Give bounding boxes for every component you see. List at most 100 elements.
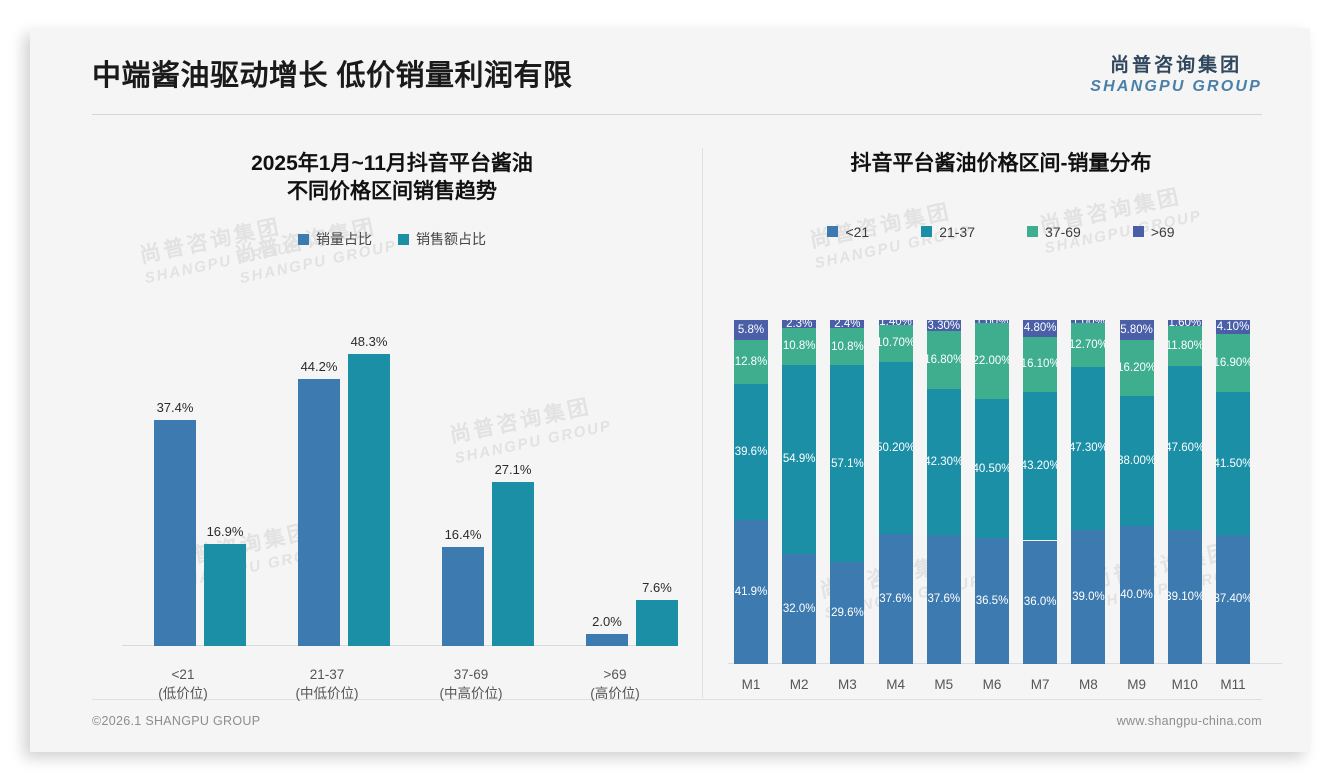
bar-销售额占比[interactable]: 48.3% [348, 334, 390, 646]
x-axis-category-label: >69 (高价位) [552, 665, 678, 704]
stacked-segment-21-37[interactable]: 47.30% [1071, 367, 1106, 530]
bar-value-label: 44.2% [300, 359, 338, 375]
bar-销量占比[interactable]: 44.2% [298, 359, 340, 646]
stacked-segment-<21[interactable]: 37.6% [878, 534, 913, 664]
stacked-segment->69[interactable]: 2.4% [830, 320, 865, 329]
stacked-segment->69[interactable]: 1.00% [975, 320, 1009, 324]
stacked-bar-column[interactable]: 4.10% 16.90% 41.50% 37.40% [1216, 320, 1250, 664]
stacked-segment-37-69[interactable]: 22.00% [975, 323, 1009, 400]
stacked-segment->69[interactable]: 2.3% [782, 320, 817, 328]
panel-divider [702, 148, 703, 698]
stacked-segment-37-69[interactable]: 12.8% [734, 339, 768, 384]
stacked-segment-21-37[interactable]: 57.1% [830, 365, 865, 562]
stacked-segment-<21[interactable]: 37.40% [1216, 535, 1250, 664]
segment-value-label: 37.40% [1216, 593, 1250, 606]
segment-value-label: 3.30% [927, 320, 961, 332]
grouped-bar-chart: 37.4% 16.9% 44.2% 48.3% 16.4% 27.1% 2.0% 7.6% <… [102, 314, 682, 704]
stacked-segment-37-69[interactable]: 16.80% [926, 331, 961, 390]
legend-item->69[interactable]: >69 [1132, 224, 1175, 240]
bar-销量占比[interactable]: 2.0% [586, 614, 628, 646]
stacked-bar-column[interactable]: 5.8% 12.8% 39.6% 41.9% [734, 320, 768, 665]
stacked-segment-37-69[interactable]: 16.10% [1023, 336, 1058, 392]
stacked-segment-37-69[interactable]: 10.8% [830, 328, 865, 366]
stacked-segment->69[interactable]: 5.80% [1119, 320, 1154, 340]
legend-item-sales-value[interactable]: 销售额占比 [398, 229, 486, 249]
legend-swatch-icon [298, 233, 309, 245]
stacked-segment-21-37[interactable]: 41.50% [1216, 392, 1250, 535]
header-divider [92, 114, 1262, 115]
stacked-segment-<21[interactable]: 36.5% [975, 538, 1009, 664]
stacked-bar-column[interactable]: 1.40% 10.70% 50.20% 37.6% [878, 320, 913, 664]
stacked-segment-<21[interactable]: 32.0% [782, 553, 817, 664]
stacked-bar-column[interactable]: 5.80% 16.20% 38.00% 40.0% [1119, 320, 1154, 664]
segment-value-label: 1.60% [1168, 320, 1201, 326]
stacked-segment->69[interactable]: 5.8% [734, 320, 768, 340]
stacked-segment-<21[interactable]: 37.6% [926, 534, 961, 664]
bar-value-label: 48.3% [350, 334, 388, 350]
stacked-segment-21-37[interactable]: 42.30% [926, 389, 961, 535]
bar-fill [442, 547, 484, 646]
x-axis-month-label: M5 [934, 677, 954, 692]
stacked-segment-<21[interactable]: 40.0% [1119, 526, 1154, 664]
segment-value-label: 47.30% [1071, 442, 1105, 455]
stacked-segment-21-37[interactable]: 40.50% [975, 399, 1009, 539]
x-axis-line [122, 645, 674, 646]
stacked-segment->69[interactable]: 4.10% [1216, 320, 1250, 335]
slide-header: 中端酱油驱动增长 低价销量利润有限 尚普咨询集团 SHANGPU GROUP [30, 28, 1310, 114]
stacked-segment-<21[interactable]: 39.10% [1167, 529, 1202, 665]
stacked-segment-<21[interactable]: 29.6% [830, 561, 865, 664]
stacked-segment-21-37[interactable]: 43.20% [1023, 391, 1058, 541]
bar-销售额占比[interactable]: 27.1% [492, 462, 534, 646]
legend-item-<21[interactable]: <21 [827, 224, 869, 240]
stacked-segment->69[interactable]: 1.60% [1167, 320, 1202, 326]
category-sublabel: (中低价位) [295, 686, 359, 702]
segment-value-label: 32.0% [782, 602, 816, 615]
stacked-bar-column[interactable]: 1.00% 22.00% 40.50% 36.5% [975, 320, 1009, 664]
bar-销售额占比[interactable]: 7.6% [636, 580, 678, 646]
stacked-segment->69[interactable]: 3.30% [926, 320, 961, 332]
stacked-segment-21-37[interactable]: 54.9% [782, 365, 817, 554]
x-axis-category-label: <21 (低价位) [120, 665, 246, 704]
bar-销量占比[interactable]: 37.4% [154, 400, 196, 646]
stacked-segment-21-37[interactable]: 47.60% [1167, 366, 1202, 530]
stacked-segment-37-69[interactable]: 10.8% [782, 327, 817, 366]
stacked-segment-<21[interactable]: 39.0% [1071, 529, 1106, 664]
x-axis-month-label: M1 [741, 677, 761, 692]
bar-fill [204, 544, 246, 646]
stacked-segment-37-69[interactable]: 16.20% [1119, 339, 1154, 396]
bar-销量占比[interactable]: 16.4% [442, 527, 484, 646]
stacked-bar-column[interactable]: 2.3% 10.8% 54.9% 32.0% [782, 320, 817, 664]
stacked-segment->69[interactable]: 4.80% [1023, 320, 1058, 337]
segment-value-label: 16.90% [1216, 357, 1250, 370]
legend-item-37-69[interactable]: 37-69 [1027, 224, 1081, 240]
stacked-segment-21-37[interactable]: 39.6% [734, 383, 768, 521]
stacked-segment->69[interactable]: 1.00% [1071, 320, 1106, 324]
bar-销售额占比[interactable]: 16.9% [204, 524, 246, 646]
stacked-segment->69[interactable]: 1.40% [878, 320, 913, 325]
category-name: 21-37 [309, 666, 345, 682]
stacked-segment-37-69[interactable]: 11.80% [1167, 325, 1202, 367]
stacked-bar-column[interactable]: 4.80% 16.10% 43.20% 36.0% [1023, 320, 1058, 665]
category-sublabel: (中高价位) [439, 686, 503, 702]
stacked-segment-37-69[interactable]: 16.90% [1216, 334, 1250, 393]
stacked-segment-21-37[interactable]: 38.00% [1119, 395, 1154, 527]
left-chart-legend: 销量占比 销售额占比 [92, 229, 692, 249]
bar-group: 44.2% 48.3% [284, 314, 410, 646]
stacked-segment-<21[interactable]: 41.9% [734, 520, 768, 665]
stacked-segment-37-69[interactable]: 10.70% [878, 324, 913, 362]
stacked-bar-column[interactable]: 2.4% 10.8% 57.1% 29.6% [830, 320, 865, 664]
stacked-segment-<21[interactable]: 36.0% [1023, 540, 1058, 665]
segment-value-label: 1.00% [976, 320, 1009, 323]
stacked-bar-column[interactable]: 1.00% 12.70% 47.30% 39.0% [1071, 320, 1106, 664]
footer-website: www.shangpu-china.com [1116, 714, 1262, 728]
stacked-bar-column[interactable]: 1.60% 11.80% 47.60% 39.10% [1167, 320, 1202, 665]
stacked-segment-37-69[interactable]: 12.70% [1071, 323, 1106, 368]
stacked-segment-21-37[interactable]: 50.20% [878, 361, 913, 535]
legend-swatch-icon [398, 233, 409, 245]
segment-value-label: 4.80% [1023, 322, 1057, 335]
stacked-bar-column[interactable]: 3.30% 16.80% 42.30% 37.6% [926, 320, 961, 664]
category-sublabel: (低价位) [158, 686, 208, 702]
legend-item-21-37[interactable]: 21-37 [921, 224, 975, 240]
legend-item-sales-volume[interactable]: 销量占比 [298, 229, 372, 249]
segment-value-label: 39.0% [1072, 590, 1105, 603]
